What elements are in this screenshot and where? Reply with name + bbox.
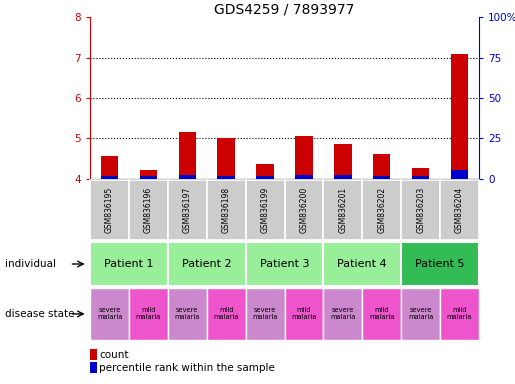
Bar [207, 180, 246, 240]
Bar [401, 180, 440, 240]
Bar [129, 288, 168, 340]
Bar [90, 180, 129, 240]
Bar [101, 156, 118, 340]
Bar [451, 170, 468, 179]
Bar [217, 138, 235, 340]
Bar [129, 180, 168, 240]
Bar [168, 288, 207, 340]
Text: severe
malaria: severe malaria [330, 308, 355, 320]
Text: mild
malaria: mild malaria [136, 308, 161, 320]
Text: GSM836199: GSM836199 [261, 187, 269, 233]
Bar [90, 242, 168, 286]
Bar [363, 288, 401, 340]
Bar [334, 175, 352, 179]
Text: disease state: disease state [5, 309, 75, 319]
Bar [323, 242, 401, 286]
Text: mild
malaria: mild malaria [214, 308, 239, 320]
Text: mild
malaria: mild malaria [291, 308, 317, 320]
Bar [256, 164, 274, 340]
Bar [451, 54, 468, 340]
Bar [323, 180, 363, 240]
Text: mild
malaria: mild malaria [447, 308, 472, 320]
Text: GSM836201: GSM836201 [338, 187, 347, 233]
Text: Patient 4: Patient 4 [337, 259, 387, 269]
Bar [401, 288, 440, 340]
Text: GSM836203: GSM836203 [416, 187, 425, 233]
Text: severe
malaria: severe malaria [97, 308, 122, 320]
Bar [412, 176, 430, 179]
Bar [207, 288, 246, 340]
Text: mild
malaria: mild malaria [369, 308, 394, 320]
Text: Patient 2: Patient 2 [182, 259, 232, 269]
Text: GSM836196: GSM836196 [144, 187, 153, 233]
Bar [140, 170, 157, 340]
Text: individual: individual [5, 259, 56, 269]
Bar [401, 242, 479, 286]
Bar [179, 175, 196, 179]
Bar [440, 288, 479, 340]
Text: GSM836197: GSM836197 [183, 187, 192, 233]
Bar [217, 176, 235, 179]
Bar [295, 175, 313, 179]
Bar [90, 288, 129, 340]
Bar [168, 180, 207, 240]
Bar [285, 180, 323, 240]
Bar [246, 180, 285, 240]
Text: severe
malaria: severe malaria [252, 308, 278, 320]
Text: count: count [99, 350, 129, 360]
Bar [140, 176, 157, 179]
Bar [101, 176, 118, 179]
Bar [373, 154, 390, 340]
Bar [285, 288, 323, 340]
Text: GSM836198: GSM836198 [222, 187, 231, 233]
Bar [256, 176, 274, 179]
Text: severe
malaria: severe malaria [408, 308, 433, 320]
Text: severe
malaria: severe malaria [175, 308, 200, 320]
Text: GSM836202: GSM836202 [377, 187, 386, 233]
Bar [246, 288, 285, 340]
Bar [323, 288, 363, 340]
Text: GSM836204: GSM836204 [455, 187, 464, 233]
Bar [246, 242, 323, 286]
Text: GSM836200: GSM836200 [300, 187, 308, 233]
Bar [334, 144, 352, 340]
Bar [168, 242, 246, 286]
Text: GSM836195: GSM836195 [105, 187, 114, 233]
Bar [373, 176, 390, 179]
Bar [179, 132, 196, 340]
Text: Patient 1: Patient 1 [104, 259, 154, 269]
Title: GDS4259 / 7893977: GDS4259 / 7893977 [214, 2, 355, 16]
Bar [363, 180, 401, 240]
Bar [440, 180, 479, 240]
Bar [295, 136, 313, 340]
Text: percentile rank within the sample: percentile rank within the sample [99, 363, 276, 373]
Text: Patient 3: Patient 3 [260, 259, 310, 269]
Text: Patient 5: Patient 5 [415, 259, 465, 269]
Bar [412, 169, 430, 340]
